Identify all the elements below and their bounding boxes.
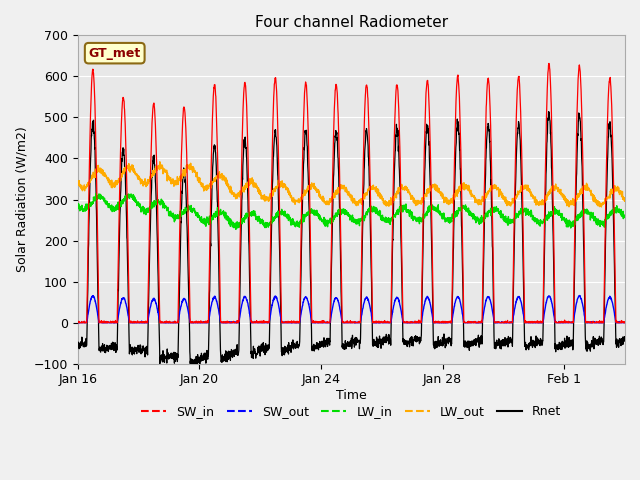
X-axis label: Time: Time [336, 389, 367, 402]
Y-axis label: Solar Radiation (W/m2): Solar Radiation (W/m2) [15, 127, 28, 273]
Legend: SW_in, SW_out, LW_in, LW_out, Rnet: SW_in, SW_out, LW_in, LW_out, Rnet [136, 400, 566, 423]
Title: Four channel Radiometer: Four channel Radiometer [255, 15, 448, 30]
Text: GT_met: GT_met [88, 47, 141, 60]
